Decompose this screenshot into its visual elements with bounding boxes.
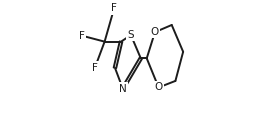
Text: S: S [128, 30, 134, 40]
Text: O: O [151, 27, 159, 37]
Text: O: O [154, 82, 163, 92]
Text: F: F [79, 31, 85, 41]
Text: N: N [119, 84, 127, 94]
Text: F: F [111, 3, 117, 13]
Text: F: F [92, 63, 98, 73]
